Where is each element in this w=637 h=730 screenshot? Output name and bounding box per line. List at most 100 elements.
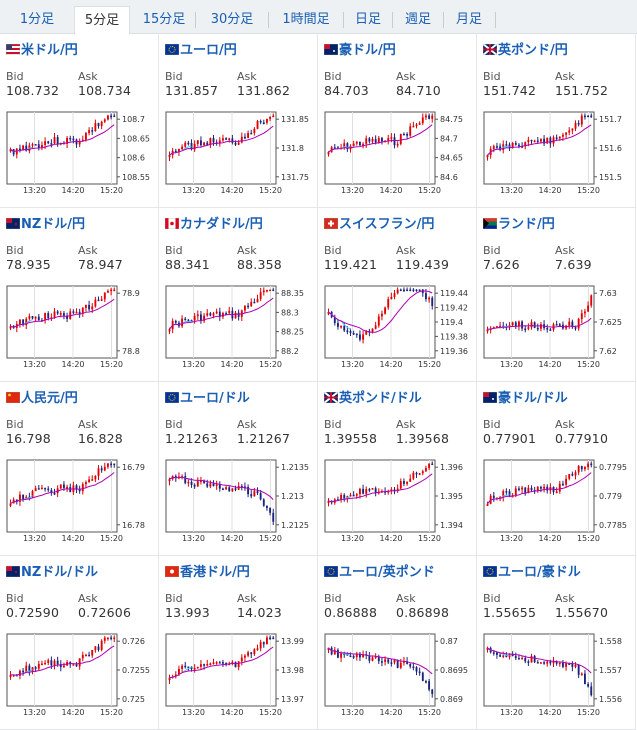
candle-body [546, 137, 549, 144]
candle-body [496, 652, 498, 655]
pair-link[interactable]: 人民元/円 [6, 391, 78, 407]
tab-5[interactable]: 1時間足 [282, 12, 330, 27]
candle-body [387, 659, 390, 663]
candlestick-chart[interactable]: 84.75 84.7 84.65 84.6 13:20 14:20 15:20 [322, 110, 473, 204]
y-tick-label: 84.75 [440, 115, 463, 124]
hk-flag-icon [165, 566, 179, 577]
candle-body [536, 327, 539, 330]
plot-frame [483, 459, 595, 533]
pair-name[interactable]: ユーロ/円 [180, 43, 237, 58]
candlestick-chart[interactable]: 1.396 1.395 1.394 13:20 14:20 15:20 [322, 458, 473, 552]
candle-body [505, 655, 508, 658]
candle-body [418, 123, 421, 125]
y-tick-label: 88.2 [281, 347, 299, 356]
candle-body [234, 312, 237, 319]
candle-body [259, 493, 262, 500]
candle-body [393, 489, 396, 492]
candlestick-chart[interactable]: 151.7 151.6 151.5 13:20 14:20 15:20 [481, 110, 632, 204]
tab-7[interactable]: 週足 [404, 12, 431, 27]
pair-name[interactable]: 人民元/円 [21, 391, 78, 406]
pair-name[interactable]: 英ポンド/ドル [339, 391, 422, 406]
tab-3[interactable]: 15分足 [142, 12, 186, 27]
pair-link[interactable]: 豪ドル/ドル [483, 391, 568, 407]
candlestick-chart[interactable]: 108.7 108.65 108.6 108.55 13:20 14:20 15:20 [4, 110, 155, 204]
pair-name[interactable]: NZドル/円 [21, 217, 86, 232]
candle-body [428, 297, 431, 300]
candle-body [37, 316, 40, 321]
pair-name[interactable]: カナダドル/円 [180, 217, 263, 232]
tab-2[interactable]: 5分足 [74, 6, 130, 35]
candlestick-chart[interactable]: 131.85 131.8 131.75 13:20 14:20 15:20 [163, 110, 314, 204]
candlestick-chart[interactable]: 88.35 88.3 88.25 88.2 13:20 14:20 15:20 [163, 284, 314, 378]
pair-link[interactable]: 香港ドル/円 [165, 565, 250, 581]
candlestick-chart[interactable]: 1.2135 1.213 1.2125 13:20 14:20 15:20 [163, 458, 314, 552]
pair-name[interactable]: NZドル/ドル [21, 565, 99, 580]
candle-body [41, 144, 43, 148]
candle-body [187, 481, 190, 484]
y-tick-label: 131.85 [281, 115, 309, 124]
candlestick-chart[interactable]: 0.7795 0.779 0.7785 13:20 14:20 15:20 [481, 458, 632, 552]
candle-body [94, 475, 97, 480]
candle-body [549, 329, 552, 331]
pair-name[interactable]: ユーロ/豪ドル [498, 565, 581, 580]
y-tick-label: 108.55 [122, 173, 150, 182]
candlestick-chart[interactable]: 0.726 0.7255 0.725 13:20 14:20 15:20 [4, 632, 155, 726]
pair-link[interactable]: NZドル/円 [6, 217, 85, 233]
pair-link[interactable]: カナダドル/円 [165, 217, 263, 233]
candle-body [399, 481, 402, 489]
y-tick-label: 131.8 [281, 144, 304, 153]
pair-link[interactable]: NZドル/ドル [6, 565, 98, 581]
ca-flag-icon [165, 218, 179, 229]
pair-link[interactable]: ユーロ/ドル [165, 391, 250, 407]
bid-label: Bid [165, 244, 183, 257]
candle-body [228, 310, 231, 314]
candlestick-chart[interactable]: 13.99 13.98 13.97 13:20 14:20 15:20 [163, 632, 314, 726]
candle-body [113, 637, 116, 640]
pair-name[interactable]: ユーロ/英ポンド [339, 565, 435, 580]
candle-body [352, 494, 355, 497]
tab-1[interactable]: 1分足 [19, 12, 55, 27]
pair-name[interactable]: 香港ドル/円 [180, 565, 250, 580]
candlestick-chart[interactable]: 119.44 119.42 119.4 119.38 119.36 13:20 14:20 1… [322, 284, 473, 378]
candle-body [584, 673, 586, 685]
candlestick-chart[interactable]: 16.79 16.78 13:20 14:20 15:20 [4, 458, 155, 552]
candlestick-chart[interactable]: 0.87 0.8695 0.869 13:20 14:20 15:20 [322, 632, 473, 726]
pair-name[interactable]: 英ポンド/円 [498, 43, 568, 58]
candle-body [428, 463, 431, 469]
pair-name[interactable]: ユーロ/ドル [180, 391, 250, 406]
candle-body [530, 487, 533, 491]
pair-link[interactable]: ユーロ/円 [165, 43, 237, 59]
pair-link[interactable]: ランド/円 [483, 217, 555, 233]
pair-name[interactable]: ランド/円 [498, 217, 555, 232]
pair-name[interactable]: 米ドル/円 [21, 43, 78, 58]
candle-body [259, 642, 262, 649]
pair-link[interactable]: 豪ドル/円 [324, 43, 396, 59]
candle-body [206, 483, 209, 487]
pair-link[interactable]: 英ポンド/ドル [324, 391, 422, 407]
tab-8[interactable]: 月足 [455, 12, 482, 27]
candle-body [403, 661, 405, 663]
candlestick-chart[interactable]: 78.9 78.8 13:20 14:20 15:20 [4, 284, 155, 378]
pair-name[interactable]: 豪ドル/ドル [498, 391, 568, 406]
candle-body [178, 668, 180, 675]
candle-body [486, 647, 489, 651]
candlestick-chart[interactable]: 7.63 7.625 7.62 13:20 14:20 15:20 [481, 284, 632, 378]
candle-body [168, 329, 171, 332]
candle-body [415, 472, 418, 475]
pair-link[interactable]: 米ドル/円 [6, 43, 78, 59]
pair-link[interactable]: スイスフラン/円 [324, 217, 434, 233]
pair-name[interactable]: スイスフラン/円 [339, 217, 435, 232]
candle-body [88, 130, 91, 134]
candle-body [44, 662, 47, 665]
rate-card: 英ポンド/ドル Bid Ask 1.39558 1.39568 1.396 1.395 1.3… [318, 382, 477, 556]
candle-body [196, 140, 199, 144]
tab-6[interactable]: 日足 [354, 12, 381, 27]
tab-4[interactable]: 30分足 [210, 12, 254, 27]
pair-link[interactable]: ユーロ/豪ドル [483, 565, 581, 581]
pair-link[interactable]: ユーロ/英ポンド [324, 565, 435, 581]
y-tick-label: 0.779 [599, 492, 622, 501]
ask-value: 0.72606 [78, 605, 132, 620]
candlestick-chart[interactable]: 1.558 1.557 1.556 13:20 14:20 15:20 [481, 632, 632, 726]
pair-name[interactable]: 豪ドル/円 [339, 43, 396, 58]
pair-link[interactable]: 英ポンド/円 [483, 43, 568, 59]
